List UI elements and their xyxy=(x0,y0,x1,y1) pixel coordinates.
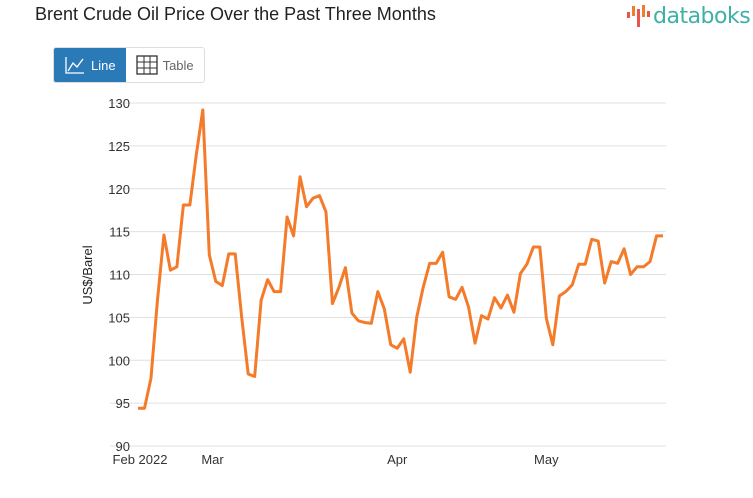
x-tick-label: Apr xyxy=(387,452,408,467)
logo-bars-icon xyxy=(627,5,650,27)
table-view-label: Table xyxy=(162,57,194,73)
y-tick-label: 115 xyxy=(109,225,130,240)
logo-text: databoks xyxy=(653,3,751,29)
view-toggle: Line Table xyxy=(53,47,205,83)
table-view-button[interactable]: Table xyxy=(126,48,204,82)
y-tick-label: 90 xyxy=(116,439,130,454)
y-tick-label: 95 xyxy=(116,396,130,411)
line-chart-icon xyxy=(65,57,84,74)
y-axis-title: US$/Barel xyxy=(80,245,95,304)
x-tick-label: Feb 2022 xyxy=(113,452,168,467)
y-tick-label: 130 xyxy=(108,96,130,111)
y-tick-label: 125 xyxy=(108,139,130,154)
line-view-label: Line xyxy=(91,57,116,73)
table-grid-icon xyxy=(135,55,158,75)
x-tick-label: May xyxy=(534,452,559,467)
y-tick-label: 105 xyxy=(108,310,130,325)
databoks-logo: databoks xyxy=(626,3,751,29)
price-line xyxy=(138,108,663,410)
line-view-button[interactable]: Line xyxy=(54,48,126,82)
chart-title: Brent Crude Oil Price Over the Past Thre… xyxy=(35,4,436,24)
y-tick-label: 110 xyxy=(109,268,130,283)
y-tick-label: 120 xyxy=(108,182,130,197)
y-tick-label: 100 xyxy=(108,353,130,368)
x-tick-label: Mar xyxy=(201,452,224,467)
